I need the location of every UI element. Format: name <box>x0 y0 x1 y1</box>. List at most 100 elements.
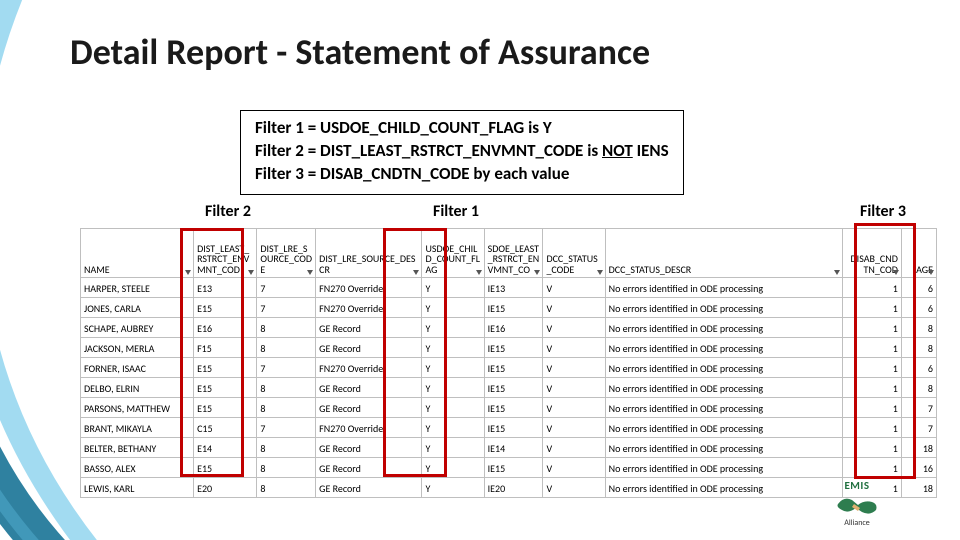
table-cell: Y <box>422 298 484 318</box>
table-row: LEWIS, KARLE208GE RecordYIE20VNo errors … <box>81 478 937 498</box>
table-cell: No errors identified in ODE processing <box>605 318 842 338</box>
table-cell: Y <box>422 338 484 358</box>
table-cell: 8 <box>901 378 936 398</box>
table-cell: GE Record <box>316 378 422 398</box>
column-header[interactable]: DCC_STATUS_DESCR <box>605 229 842 278</box>
table-cell: V <box>543 358 605 378</box>
table-cell: Y <box>422 278 484 298</box>
table-cell: JONES, CARLA <box>81 298 194 318</box>
table-row: BELTER, BETHANYE148GE RecordYIE14VNo err… <box>81 438 937 458</box>
table-cell: V <box>543 478 605 498</box>
table-cell: V <box>543 458 605 478</box>
table-cell: IE20 <box>484 478 543 498</box>
table-cell: HARPER, STEELE <box>81 278 194 298</box>
table-cell: No errors identified in ODE processing <box>605 398 842 418</box>
table-cell: 1 <box>843 418 902 438</box>
column-header[interactable]: AGE <box>901 229 936 278</box>
table-cell: 7 <box>901 398 936 418</box>
callout-filter-1: Filter 1 <box>433 202 479 221</box>
table-cell: 18 <box>901 478 936 498</box>
table-cell: FN270 Override <box>316 358 422 378</box>
column-header[interactable]: SDOE_LEAST_RSTRCT_ENVMNT_CO <box>484 229 543 278</box>
table-cell: 7 <box>901 418 936 438</box>
table-cell: 7 <box>257 358 316 378</box>
table-cell: 8 <box>901 338 936 358</box>
table-cell: GE Record <box>316 318 422 338</box>
filter-definitions-box: Filter 1 = USDOE_CHILD_COUNT_FLAG is Y F… <box>240 110 684 195</box>
table-cell: 1 <box>843 278 902 298</box>
table-cell: 6 <box>901 298 936 318</box>
table-cell: FN270 Override <box>316 298 422 318</box>
table-cell: No errors identified in ODE processing <box>605 418 842 438</box>
table-cell: E15 <box>194 458 257 478</box>
page-title: Detail Report - Statement of Assurance <box>70 30 650 74</box>
table-cell: 6 <box>901 358 936 378</box>
column-header[interactable]: DIST_LEAST_RSTRCT_ENVMNT_COD <box>194 229 257 278</box>
column-header[interactable]: DIST_LRE_SOURCE_DESCR <box>316 229 422 278</box>
column-header[interactable]: USDOE_CHILD_COUNT_FLAG <box>422 229 484 278</box>
table-cell: 1 <box>843 298 902 318</box>
table-cell: No errors identified in ODE processing <box>605 358 842 378</box>
callout-filter-2: Filter 2 <box>205 202 251 221</box>
table-cell: 8 <box>257 458 316 478</box>
table-cell: 7 <box>257 298 316 318</box>
table-cell: V <box>543 338 605 358</box>
table-cell: 18 <box>901 438 936 458</box>
table-cell: BRANT, MIKAYLA <box>81 418 194 438</box>
filter-def-2: Filter 2 = DIST_LEAST_RSTRCT_ENVMNT_CODE… <box>255 140 669 163</box>
column-header[interactable]: DIST_LRE_SOURCE_CODE <box>257 229 316 278</box>
table-cell: Y <box>422 438 484 458</box>
table-row: FORNER, ISAACE157FN270 OverrideYIE15VNo … <box>81 358 937 378</box>
data-table-wrap: NAMEDIST_LEAST_RSTRCT_ENVMNT_CODDIST_LRE… <box>80 228 937 498</box>
table-cell: IE14 <box>484 438 543 458</box>
table-cell: 1 <box>843 438 902 458</box>
table-cell: C15 <box>194 418 257 438</box>
table-row: JONES, CARLAE157FN270 OverrideYIE15VNo e… <box>81 298 937 318</box>
table-cell: Y <box>422 358 484 378</box>
table-cell: 8 <box>257 378 316 398</box>
table-cell: 1 <box>843 338 902 358</box>
table-cell: E20 <box>194 478 257 498</box>
table-header-row: NAMEDIST_LEAST_RSTRCT_ENVMNT_CODDIST_LRE… <box>81 229 937 278</box>
column-header[interactable]: DCC_STATUS_CODE <box>543 229 605 278</box>
table-cell: 8 <box>257 478 316 498</box>
table-cell: No errors identified in ODE processing <box>605 438 842 458</box>
logo-text-alliance: Alliance <box>834 518 880 528</box>
table-cell: V <box>543 318 605 338</box>
table-cell: 16 <box>901 458 936 478</box>
table-cell: IE15 <box>484 458 543 478</box>
table-cell: IE15 <box>484 338 543 358</box>
table-cell: GE Record <box>316 338 422 358</box>
table-cell: JACKSON, MERLA <box>81 338 194 358</box>
table-cell: BELTER, BETHANY <box>81 438 194 458</box>
table-cell: 1 <box>843 458 902 478</box>
table-cell: No errors identified in ODE processing <box>605 458 842 478</box>
table-cell: 8 <box>257 398 316 418</box>
table-cell: DELBO, ELRIN <box>81 378 194 398</box>
logo-text-emis: EMIS <box>834 479 880 492</box>
table-cell: No errors identified in ODE processing <box>605 378 842 398</box>
table-cell: 1 <box>843 358 902 378</box>
table-cell: No errors identified in ODE processing <box>605 298 842 318</box>
table-row: JACKSON, MERLAF158GE RecordYIE15VNo erro… <box>81 338 937 358</box>
table-cell: FN270 Override <box>316 278 422 298</box>
table-cell: FORNER, ISAAC <box>81 358 194 378</box>
table-cell: Y <box>422 478 484 498</box>
table-cell: E15 <box>194 378 257 398</box>
table-cell: V <box>543 418 605 438</box>
table-cell: 8 <box>901 318 936 338</box>
table-cell: IE15 <box>484 298 543 318</box>
table-cell: LEWIS, KARL <box>81 478 194 498</box>
handshake-icon <box>834 492 880 518</box>
column-header[interactable]: NAME <box>81 229 194 278</box>
table-row: BRANT, MIKAYLAC157FN270 OverrideYIE15VNo… <box>81 418 937 438</box>
table-cell: BASSO, ALEX <box>81 458 194 478</box>
table-cell: 8 <box>257 318 316 338</box>
data-table: NAMEDIST_LEAST_RSTRCT_ENVMNT_CODDIST_LRE… <box>80 228 937 498</box>
column-header[interactable]: DISAB_CNDTN_COD <box>843 229 902 278</box>
table-cell: IE15 <box>484 398 543 418</box>
table-cell: No errors identified in ODE processing <box>605 478 842 498</box>
table-cell: 1 <box>843 318 902 338</box>
table-cell: IE15 <box>484 358 543 378</box>
table-cell: IE15 <box>484 418 543 438</box>
